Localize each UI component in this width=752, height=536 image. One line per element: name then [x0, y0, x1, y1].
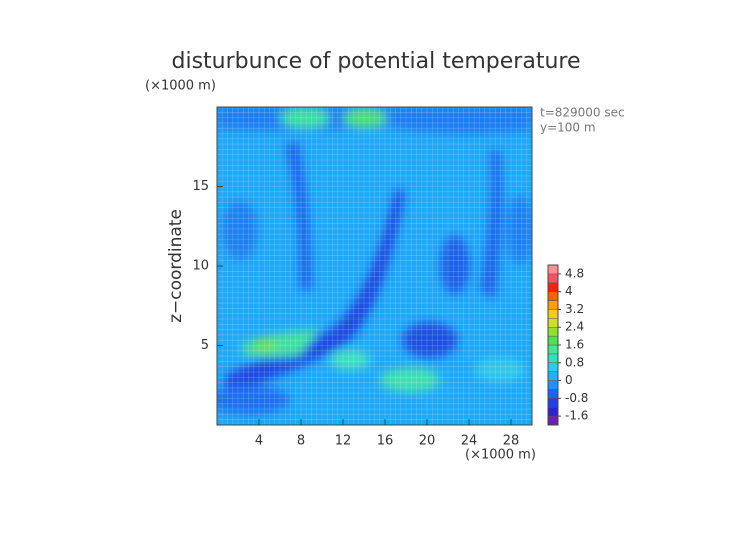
colorbar-segment — [547, 335, 559, 346]
colorbar-segment — [547, 398, 559, 408]
x-tick-label: 20 — [419, 434, 436, 449]
field — [217, 107, 532, 425]
annotation: t=829000 sec — [540, 106, 625, 120]
x-tick-label: 28 — [503, 434, 520, 449]
colorbar-segment — [547, 318, 559, 328]
x-tick-label: 16 — [377, 434, 394, 449]
colorbar-segment — [547, 407, 559, 417]
annotation: y=100 m — [540, 121, 596, 135]
colorbar-segment — [547, 309, 559, 319]
colorbar-segment — [547, 362, 559, 372]
chart-title: disturbunce of potential temperature — [172, 49, 581, 74]
colorbar-segment — [547, 389, 559, 399]
colorbar-tick-label: 4 — [565, 284, 573, 298]
colorbar-tick-label: -1.6 — [565, 409, 588, 423]
x-tick-label: 4 — [255, 434, 263, 449]
colorbar-tick-label: 2.4 — [565, 320, 584, 334]
y-axis-label: z−coordinate — [166, 209, 186, 323]
y-unit: (×1000 m) — [145, 79, 216, 94]
colorbar-segment — [547, 300, 559, 310]
colorbar-segment — [547, 264, 559, 275]
colorbar-tick-label: 0.8 — [565, 355, 584, 369]
x-tick-label: 12 — [335, 434, 352, 449]
y-tick-label: 15 — [192, 179, 209, 194]
y-tick-label: 10 — [192, 259, 209, 274]
colorbar-segment — [547, 273, 559, 283]
colorbar-segment — [547, 282, 559, 292]
y-tick-label: 5 — [201, 338, 209, 353]
colorbar-segment — [547, 415, 559, 426]
colorbar-tick-label: 3.2 — [565, 302, 584, 316]
x-unit: (×1000 m) — [465, 448, 536, 463]
colorbar-segment — [547, 380, 559, 390]
x-tick-label: 24 — [461, 434, 478, 449]
colorbar-tick-label: 4.8 — [565, 266, 584, 280]
colorbar-segment — [547, 344, 559, 355]
colorbar-segment — [547, 327, 559, 337]
colorbar-segment — [547, 353, 559, 363]
colorbar-tick-label: 1.6 — [565, 338, 584, 352]
colorbar-segment — [547, 371, 559, 381]
colorbar-segment — [547, 291, 559, 301]
x-tick-label: 8 — [297, 434, 305, 449]
colorbar-tick-label: 0 — [565, 373, 573, 387]
colorbar-tick-label: -0.8 — [565, 391, 588, 405]
